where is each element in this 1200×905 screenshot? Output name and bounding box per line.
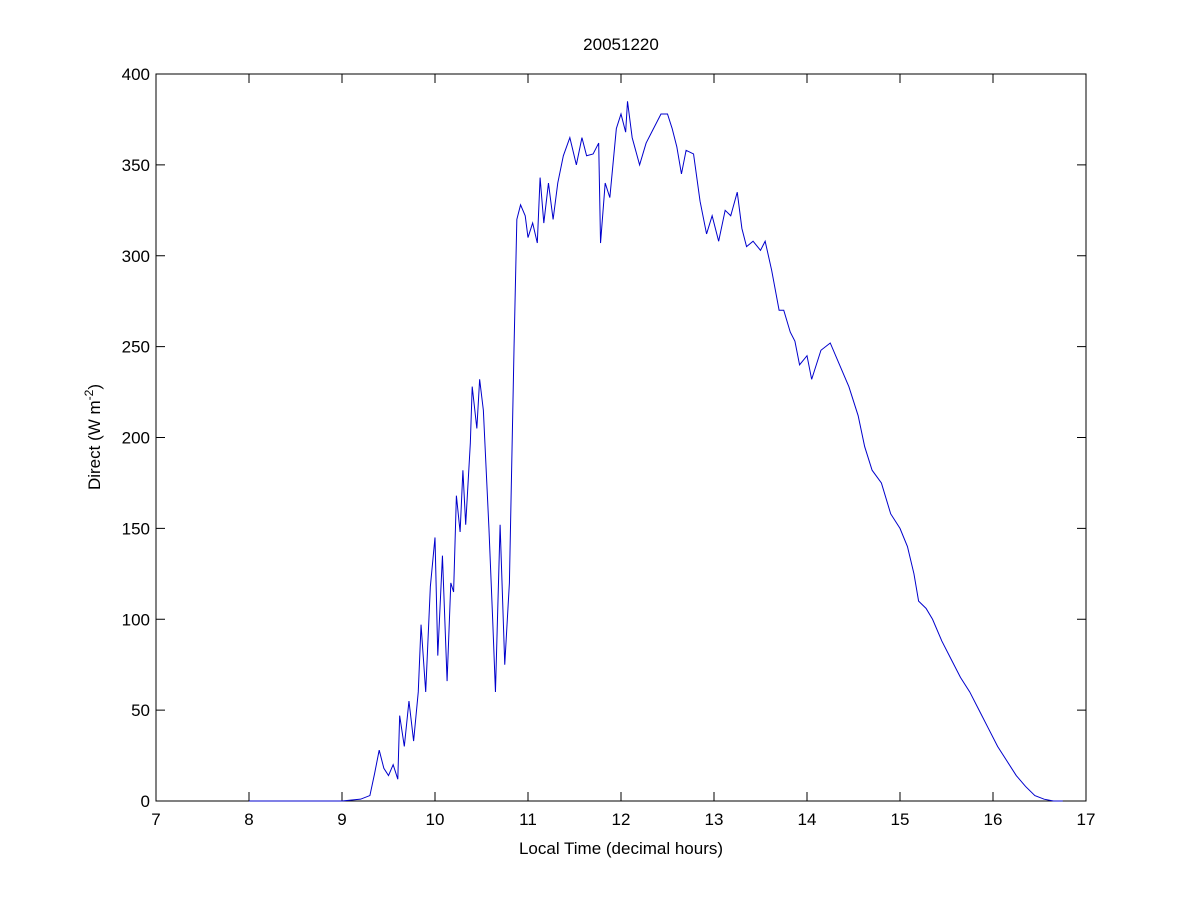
x-tick-label: 8 (244, 810, 253, 829)
y-label-exponent: -2 (82, 389, 96, 400)
x-tick-label: 17 (1077, 810, 1096, 829)
x-tick-label: 15 (891, 810, 910, 829)
x-tick-label: 11 (519, 810, 537, 829)
y-tick-label: 200 (122, 429, 150, 448)
x-tick-label: 13 (705, 810, 724, 829)
y-tick-label: 400 (122, 65, 150, 84)
y-label-tail: ) (85, 384, 104, 390)
y-label-main: Direct (W m (85, 400, 104, 490)
chart-title: 20051220 (583, 35, 659, 54)
y-tick-label: 350 (122, 156, 150, 175)
data-line (249, 101, 1063, 802)
y-tick-label: 300 (122, 247, 150, 266)
y-tick-label: 50 (131, 701, 150, 720)
x-tick-label: 16 (984, 810, 1003, 829)
y-axis-label: Direct (W m-2) (82, 384, 104, 490)
x-tick-label: 7 (151, 810, 160, 829)
x-tick-label: 10 (426, 810, 445, 829)
x-tick-label: 14 (798, 810, 817, 829)
x-tick-label: 9 (337, 810, 346, 829)
y-tick-label: 100 (122, 610, 150, 629)
x-tick-label: 12 (612, 810, 631, 829)
x-axis-label: Local Time (decimal hours) (519, 839, 723, 858)
y-tick-label: 150 (122, 519, 150, 538)
y-tick-label: 250 (122, 338, 150, 357)
y-tick-label: 0 (141, 792, 150, 811)
